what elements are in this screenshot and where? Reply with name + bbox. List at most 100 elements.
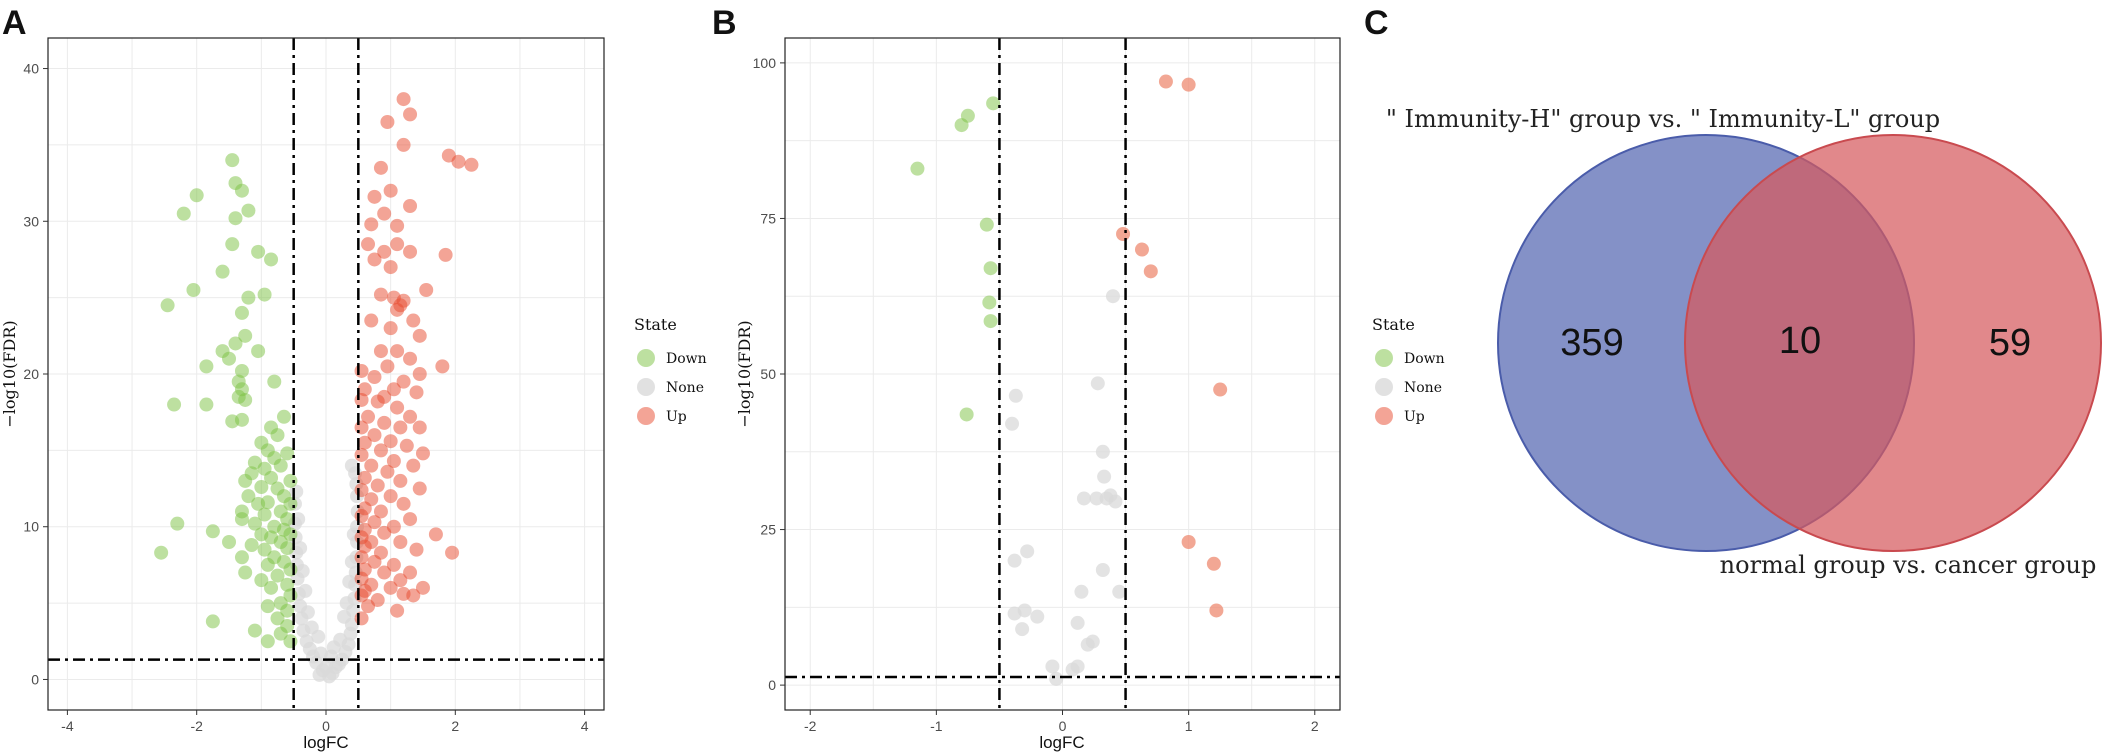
point-down: [251, 244, 266, 259]
legend-label-up: Up: [666, 409, 687, 425]
x-axis-ticks: -4 -2 0 2 4: [61, 710, 589, 734]
point-none: [1007, 606, 1022, 621]
point-up: [403, 409, 418, 424]
point-down: [222, 535, 237, 549]
point-down: [247, 516, 262, 531]
point-up: [1143, 264, 1158, 279]
point-down: [228, 211, 243, 226]
point-none: [1089, 491, 1104, 506]
point-up: [393, 473, 408, 488]
legend-title: State: [634, 315, 677, 334]
legend-swatch-none: [1375, 378, 1393, 396]
point-down: [983, 314, 998, 329]
legend-title: State: [1372, 315, 1415, 334]
legend-label-down: Down: [666, 351, 707, 367]
point-up: [412, 328, 427, 343]
point-down: [234, 305, 249, 320]
venn-left-only-count: 359: [1560, 322, 1623, 364]
point-down: [270, 428, 285, 443]
point-up: [396, 137, 411, 152]
point-none: [1015, 622, 1030, 637]
legend-label-none: None: [1404, 380, 1442, 396]
point-none: [1007, 553, 1022, 568]
point-up: [383, 489, 398, 504]
point-up: [464, 157, 479, 172]
point-up: [415, 446, 430, 461]
point-down: [160, 298, 175, 313]
legend-swatch-none: [637, 378, 655, 396]
point-down: [238, 473, 253, 488]
point-none: [1070, 615, 1085, 630]
point-down: [257, 542, 272, 557]
threshold-lines: [48, 38, 604, 710]
point-none: [344, 458, 359, 473]
x-tick-label: 2: [451, 718, 459, 734]
point-up: [380, 359, 395, 374]
x-tick-label: 2: [1311, 718, 1319, 734]
point-up: [396, 374, 411, 389]
point-up: [451, 154, 466, 169]
point-down: [979, 217, 994, 232]
point-down: [238, 565, 253, 580]
point-up: [373, 160, 388, 175]
point-up: [386, 382, 401, 397]
venn-intersection-count: 10: [1779, 320, 1821, 362]
x-tick-label: 0: [322, 718, 330, 734]
point-down: [280, 512, 295, 527]
x-tick-label: 1: [1185, 718, 1193, 734]
point-up: [445, 545, 460, 560]
point-down: [264, 252, 279, 267]
point-none: [1108, 494, 1123, 509]
point-down: [225, 237, 240, 252]
point-down: [222, 351, 237, 366]
legend-label-down: Down: [1404, 351, 1445, 367]
point-down: [959, 407, 974, 422]
data-points: [154, 92, 479, 684]
data-points: [910, 74, 1228, 686]
point-up: [364, 458, 379, 473]
panel-letter-c: C: [1364, 4, 1389, 42]
point-down: [986, 96, 1001, 111]
point-down: [167, 397, 182, 412]
volcano-plot-b: -2 -1 0 1 2 0 25 50 75 100 logFC −log10(FDR) Sta…: [735, 37, 1445, 752]
point-none: [1112, 584, 1127, 599]
panel-letter-b: B: [712, 4, 737, 42]
point-up: [357, 539, 372, 554]
point-down: [260, 557, 275, 572]
point-down: [280, 603, 295, 618]
point-up: [1181, 535, 1196, 549]
point-down: [176, 206, 191, 221]
point-down: [257, 287, 272, 302]
venn-diagram: " Immunity-H" group vs. " Immunity-L" gr…: [1386, 105, 2102, 579]
point-none: [1080, 637, 1095, 652]
point-down: [283, 473, 298, 488]
point-none: [333, 632, 348, 647]
y-tick-label: 20: [23, 366, 39, 382]
point-down: [264, 470, 279, 485]
point-up: [390, 218, 405, 233]
point-up: [377, 565, 392, 580]
point-none: [298, 583, 313, 598]
x-tick-label: -4: [61, 718, 74, 734]
point-up: [354, 611, 369, 626]
y-tick-label: 30: [23, 213, 39, 229]
point-up: [377, 206, 392, 221]
point-up: [1206, 556, 1221, 571]
point-down: [270, 568, 285, 583]
point-down: [225, 414, 240, 429]
point-up: [377, 415, 392, 430]
point-down: [186, 283, 201, 297]
point-up: [367, 370, 382, 385]
point-up: [364, 217, 379, 232]
point-up: [1134, 242, 1149, 257]
point-down: [189, 188, 204, 203]
point-none: [342, 574, 357, 589]
point-up: [361, 237, 376, 252]
point-up: [390, 603, 405, 618]
y-tick-label: 25: [760, 522, 776, 538]
point-none: [313, 646, 328, 661]
point-none: [339, 596, 354, 611]
point-down: [954, 118, 969, 133]
point-down: [199, 359, 214, 374]
